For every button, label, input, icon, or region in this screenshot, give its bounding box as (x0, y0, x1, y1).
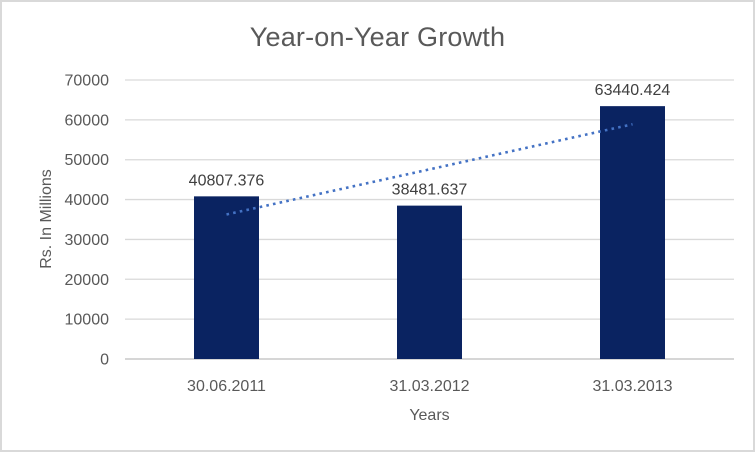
y-tick-label: 0 (100, 352, 109, 369)
x-axis-title: Years (409, 407, 450, 424)
bar-data-label: 38481.637 (392, 182, 468, 199)
bar-data-label: 63440.424 (595, 82, 671, 99)
x-tick-label: 30.06.2011 (187, 378, 266, 395)
y-tick-label: 10000 (65, 312, 110, 329)
y-tick-label: 70000 (65, 73, 110, 90)
bar (194, 196, 259, 359)
y-tick-label: 60000 (65, 112, 110, 129)
bar (600, 106, 665, 359)
bar-data-label: 40807.376 (189, 172, 265, 189)
trendline (226, 123, 633, 216)
y-tick-label: 30000 (65, 232, 110, 249)
y-tick-label: 40000 (65, 192, 110, 209)
chart-title: Year-on-Year Growth (249, 22, 506, 52)
y-tick-label: 50000 (65, 152, 110, 169)
bar (397, 205, 462, 359)
x-tick-label: 31.03.2012 (389, 378, 469, 395)
y-tick-label: 20000 (65, 272, 110, 289)
x-tick-label: 31.03.2013 (592, 378, 672, 395)
